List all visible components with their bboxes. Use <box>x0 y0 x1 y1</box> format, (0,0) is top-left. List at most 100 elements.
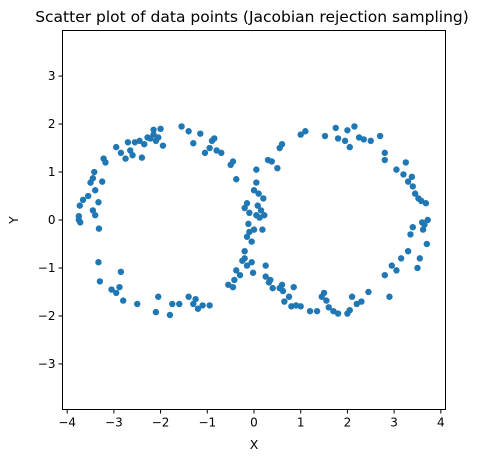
data-point <box>190 300 197 308</box>
data-point <box>241 247 248 255</box>
data-point <box>197 130 204 137</box>
data-point <box>99 178 106 185</box>
data-point <box>89 175 97 182</box>
data-point <box>138 154 146 161</box>
data-point <box>388 262 395 269</box>
data-point <box>120 297 127 304</box>
data-point <box>404 178 412 185</box>
data-point <box>297 131 304 138</box>
data-point <box>206 144 213 152</box>
data-point <box>250 226 258 233</box>
data-point <box>269 284 276 292</box>
data-point <box>91 187 99 194</box>
data-point <box>199 302 206 309</box>
data-point <box>96 278 104 285</box>
data-point <box>194 305 202 312</box>
y-tick-label: 1 <box>48 165 56 179</box>
data-point <box>313 307 321 315</box>
data-point <box>407 231 414 238</box>
data-point <box>248 259 255 266</box>
data-point <box>393 166 400 173</box>
data-point <box>77 219 84 226</box>
data-point <box>285 293 293 300</box>
data-point <box>129 152 136 159</box>
data-point <box>409 223 417 231</box>
data-point <box>134 300 141 308</box>
data-point <box>321 132 329 140</box>
data-point <box>278 141 286 148</box>
data-point <box>262 262 269 269</box>
data-point <box>122 155 129 162</box>
data-point <box>332 124 339 132</box>
data-point <box>84 192 92 200</box>
data-point <box>241 255 248 262</box>
data-point <box>236 271 244 279</box>
data-point <box>76 202 83 209</box>
data-point <box>176 300 183 308</box>
data-point <box>381 156 388 164</box>
data-point <box>253 179 260 186</box>
data-point <box>89 207 97 214</box>
data-point <box>422 200 430 207</box>
data-point <box>408 173 416 181</box>
data-point <box>243 233 251 240</box>
data-point <box>267 276 274 284</box>
data-point <box>229 283 237 291</box>
data-point <box>159 142 167 149</box>
x-tick-label: −2 <box>152 416 170 430</box>
data-point <box>243 200 251 207</box>
data-point <box>257 207 265 214</box>
data-point <box>290 283 297 291</box>
data-point <box>281 298 288 305</box>
data-point <box>243 262 251 269</box>
data-point <box>344 127 351 134</box>
data-point <box>262 273 269 280</box>
data-point <box>233 176 240 183</box>
data-point <box>302 128 309 135</box>
data-point <box>419 226 427 233</box>
y-tick-label: −3 <box>38 357 56 371</box>
data-point <box>117 268 125 276</box>
data-point <box>416 255 424 262</box>
data-point <box>421 221 428 228</box>
data-point <box>250 187 258 194</box>
data-point <box>411 190 419 197</box>
data-point <box>113 143 120 151</box>
x-axis-ticks: −4 −3 −2 −1 0 1 2 3 4 <box>58 409 445 430</box>
data-point <box>334 310 342 317</box>
x-tick-label: 2 <box>344 416 352 430</box>
data-point <box>365 288 372 296</box>
y-tick-label: 3 <box>48 69 56 83</box>
x-tick-label: 4 <box>437 416 445 430</box>
data-point <box>95 225 103 232</box>
data-point <box>248 238 255 245</box>
data-point <box>397 255 405 262</box>
x-tick-label: −1 <box>198 416 216 430</box>
data-point <box>351 123 358 130</box>
data-point <box>360 136 367 143</box>
data-point <box>185 293 192 300</box>
y-tick-label: −1 <box>38 261 56 275</box>
x-tick-label: −4 <box>58 416 76 430</box>
data-point <box>400 171 407 178</box>
data-point <box>124 139 132 146</box>
data-point <box>95 199 102 206</box>
data-point <box>409 183 417 190</box>
data-point <box>381 271 388 279</box>
data-point <box>108 286 115 293</box>
y-axis-ticks: −3 −2 −1 0 1 2 3 <box>38 69 63 371</box>
data-point <box>218 149 225 157</box>
data-point <box>127 147 134 154</box>
data-point <box>358 298 365 305</box>
data-point <box>169 300 176 308</box>
data-point <box>91 212 99 219</box>
y-axis-label: Y <box>6 216 21 225</box>
data-point <box>155 293 162 300</box>
data-point <box>152 308 160 316</box>
data-point <box>386 293 393 300</box>
data-point <box>255 190 262 197</box>
data-point <box>334 135 342 142</box>
y-tick-label: 0 <box>48 213 56 227</box>
data-point <box>206 302 213 309</box>
data-point <box>381 149 388 157</box>
